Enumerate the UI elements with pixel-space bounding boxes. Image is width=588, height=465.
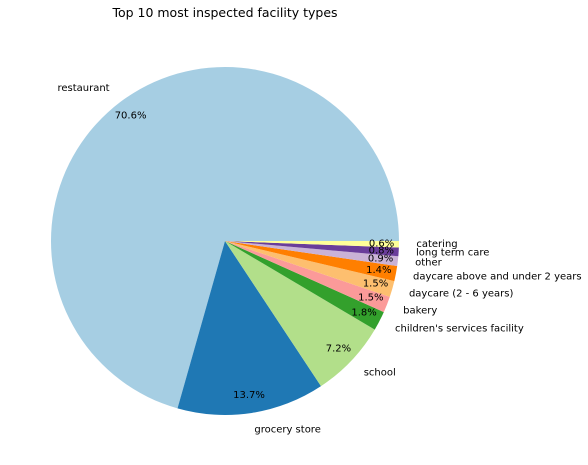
pie-slice-restaurant (51, 67, 400, 409)
slice-percent-daycare-above-and-under-2-years: 1.4% (366, 265, 391, 276)
slice-label-catering: catering (416, 239, 457, 250)
pie-slice-daycare-above-and-under-2-years (225, 241, 398, 282)
pie-labels: restaurant grocery store school children's … (57, 83, 581, 436)
pie-slice-children-s-services-facility (225, 241, 384, 330)
pie-slice-bakery (225, 241, 390, 313)
pie-slice-school (225, 241, 375, 387)
slice-percent-long-term-care: 0.8% (369, 245, 394, 256)
pie-slice-long-term-care (225, 241, 399, 257)
slice-label-school: school (364, 367, 396, 378)
slice-percent-catering: 0.6% (369, 238, 394, 249)
slice-label-grocery-store: grocery store (254, 425, 321, 436)
slice-label-daycare-2-6-years: daycare (2 - 6 years) (409, 288, 514, 299)
slice-percent-school: 7.2% (326, 343, 351, 354)
pie-slices (51, 67, 400, 415)
slice-percent-daycare-2-6-years: 1.5% (363, 279, 388, 290)
slice-label-long-term-care: long term care (416, 248, 489, 259)
pie-slice-grocery-store (177, 241, 321, 415)
pie-slice-daycare-2-6-years (225, 241, 395, 297)
pie-slice-other (225, 241, 399, 267)
slice-percent-grocery-store: 13.7% (233, 390, 265, 401)
slice-label-daycare-above-and-under-2-years: daycare above and under 2 years (413, 271, 582, 282)
slice-percent-other: 0.9% (368, 254, 393, 265)
slice-label-children-s-services-facility: children's services facility (395, 323, 524, 334)
chart-title: Top 10 most inspected facility types (111, 5, 337, 20)
slice-percent-restaurant: 70.6% (115, 111, 147, 122)
slice-label-other: other (415, 258, 443, 269)
pie-slice-catering (225, 241, 399, 248)
slice-label-bakery: bakery (403, 305, 437, 316)
pie-percent-labels: 70.6% 13.7% 7.2% 1.8% 1.5% 1.5% 1.4%0.9%0.8%0.… (115, 111, 395, 402)
slice-percent-bakery: 1.5% (358, 293, 383, 304)
slice-label-restaurant: restaurant (57, 83, 109, 94)
slice-percent-children-s-services-facility: 1.8% (351, 307, 376, 318)
